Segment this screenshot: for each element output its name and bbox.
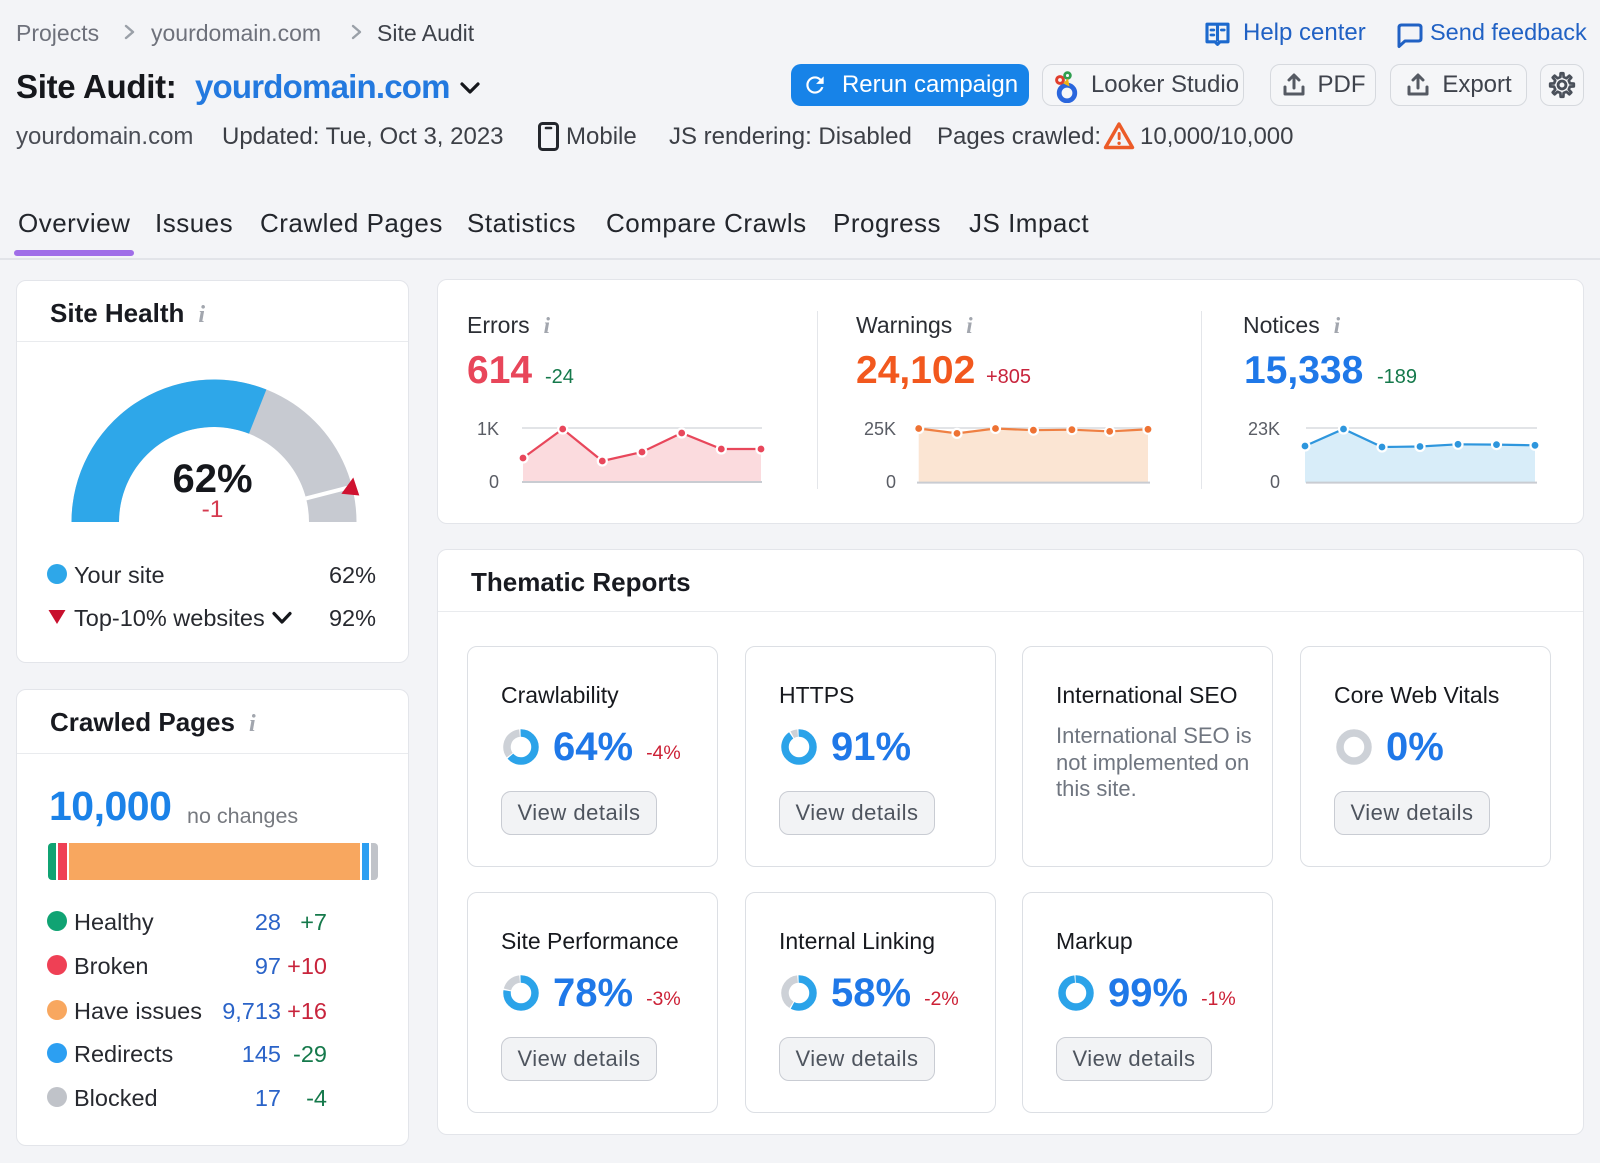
- svg-text:25K: 25K: [864, 419, 896, 439]
- svg-text:0: 0: [489, 472, 499, 488]
- svg-text:0: 0: [1270, 472, 1280, 488]
- svg-text:1K: 1K: [477, 419, 499, 439]
- svg-text:0: 0: [886, 472, 896, 488]
- svg-text:23K: 23K: [1248, 419, 1280, 439]
